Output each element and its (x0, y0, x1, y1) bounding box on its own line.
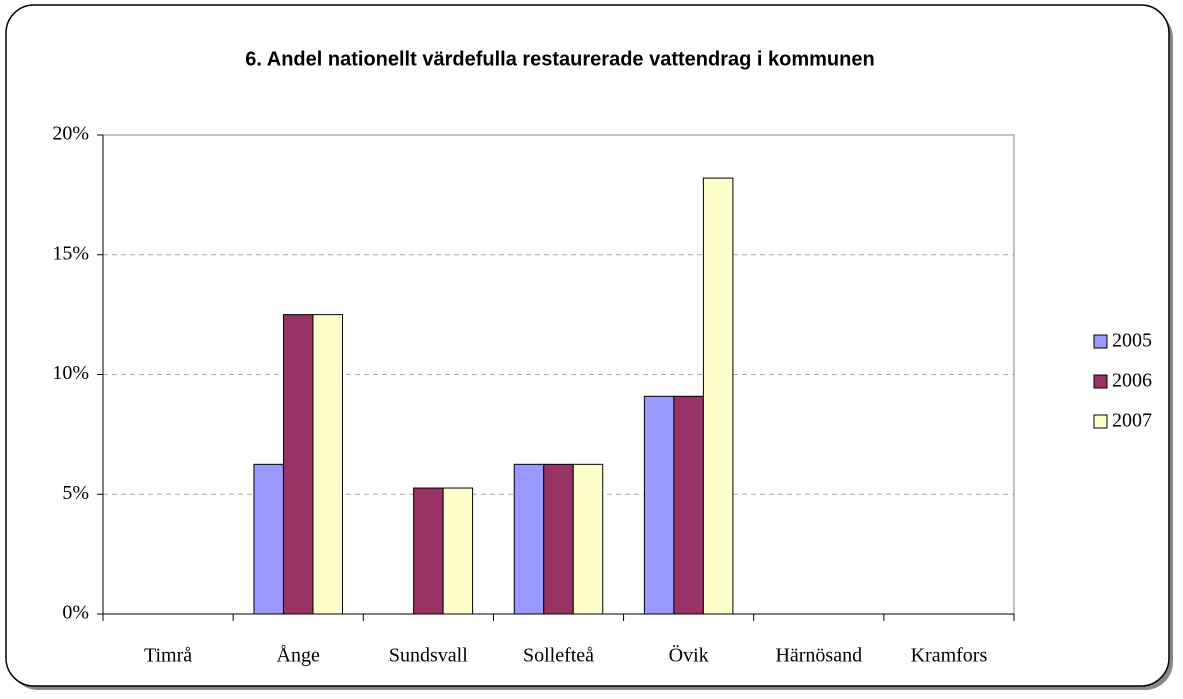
bar (282, 314, 314, 615)
y-tick-label: 15% (52, 242, 89, 264)
x-tick-label: Övik (669, 644, 709, 667)
x-tick-label: Timrå (144, 645, 192, 667)
legend-label: 2006 (1112, 370, 1152, 392)
y-tick-label: 0% (62, 602, 89, 624)
bar (643, 395, 675, 615)
y-tick-label: 20% (52, 123, 89, 145)
x-tick-label: Kramfors (911, 645, 988, 667)
bar (413, 487, 444, 615)
legend-swatch (1093, 334, 1108, 349)
bar (543, 463, 574, 615)
y-tick-label: 5% (62, 482, 89, 504)
bar (312, 314, 343, 615)
legend-swatch (1093, 374, 1108, 389)
y-tick-label: 10% (52, 362, 89, 384)
x-tick-label: Ånge (277, 645, 320, 667)
legend-label: 2005 (1112, 330, 1152, 352)
bar (253, 463, 284, 615)
x-tick-label: Härnösand (775, 645, 862, 667)
bar (702, 177, 734, 615)
bar (442, 487, 474, 615)
bar (673, 395, 704, 615)
bar (513, 463, 545, 615)
legend-label: 2007 (1112, 410, 1152, 432)
x-tick-label: Sollefteå (523, 645, 594, 667)
x-tick-label: Sundsvall (389, 645, 468, 667)
bar (572, 463, 604, 615)
legend-swatch (1093, 414, 1108, 429)
chart-title: 6. Andel nationellt värdefulla restaurer… (245, 48, 874, 70)
